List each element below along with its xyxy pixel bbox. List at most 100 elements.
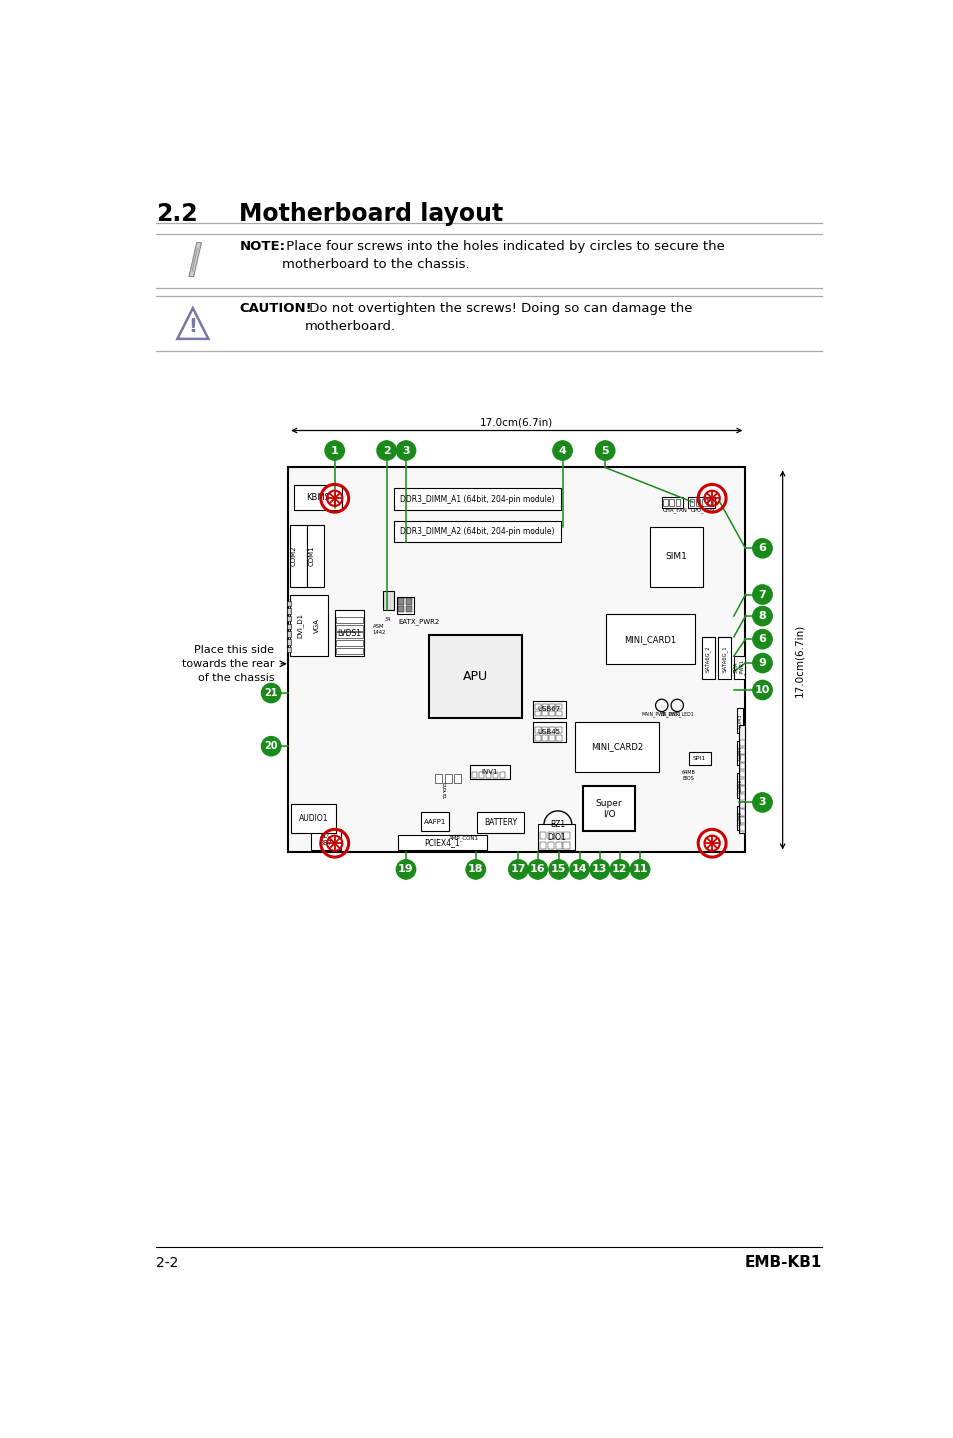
Bar	[291, 804, 335, 833]
Text: CHA_FAN: CHA_FAN	[661, 508, 687, 513]
Bar	[740, 755, 744, 762]
Text: USB45: USB45	[537, 729, 560, 735]
Circle shape	[528, 860, 547, 879]
Text: 6: 6	[758, 634, 765, 644]
Bar	[649, 526, 702, 587]
Text: 9: 9	[758, 659, 765, 669]
Text: SPI1: SPI1	[693, 756, 705, 761]
Text: 17.0cm(6.7in): 17.0cm(6.7in)	[479, 417, 553, 427]
Bar	[286, 624, 291, 630]
Text: APU: APU	[463, 670, 488, 683]
Text: 4: 4	[558, 446, 566, 456]
Bar	[382, 591, 394, 610]
Circle shape	[325, 441, 344, 460]
Text: 8: 8	[758, 611, 765, 621]
Text: 2.2: 2.2	[155, 201, 197, 226]
Text: SATA
_PWR1: SATA _PWR1	[733, 660, 744, 676]
Bar	[421, 812, 448, 831]
Bar	[499, 772, 505, 778]
Circle shape	[590, 860, 609, 879]
Text: ALC
887: ALC 887	[319, 833, 333, 846]
Text: USB67: USB67	[537, 706, 560, 712]
Bar	[394, 521, 560, 542]
Text: DDR3_DIMM_A2 (64bit, 204-pin module): DDR3_DIMM_A2 (64bit, 204-pin module)	[399, 526, 554, 536]
Bar	[575, 722, 658, 772]
Bar	[539, 833, 546, 840]
Text: 3: 3	[758, 798, 765, 807]
Bar	[542, 703, 547, 709]
Bar	[397, 598, 404, 604]
Bar	[286, 647, 291, 653]
Bar	[549, 710, 555, 716]
Bar	[736, 774, 742, 798]
Text: PCIEX4_1: PCIEX4_1	[424, 838, 459, 847]
Bar	[740, 825, 744, 831]
Text: DDR3_DIMM_A1 (64bit, 204-pin module): DDR3_DIMM_A1 (64bit, 204-pin module)	[399, 495, 554, 503]
Bar	[662, 499, 667, 506]
Circle shape	[610, 860, 629, 879]
Bar	[707, 499, 712, 506]
Text: Motherboard layout: Motherboard layout	[239, 201, 503, 226]
Bar	[533, 722, 565, 742]
Bar	[406, 598, 412, 604]
Text: COM2: COM2	[291, 546, 296, 567]
Circle shape	[395, 860, 416, 879]
Text: 21: 21	[264, 687, 277, 697]
Text: VGA: VGA	[314, 618, 319, 633]
Text: AMP_CON1: AMP_CON1	[449, 835, 478, 841]
Bar	[562, 833, 569, 840]
Bar	[542, 728, 547, 733]
Text: 5: 5	[600, 446, 608, 456]
Bar	[286, 615, 291, 621]
Circle shape	[752, 585, 771, 604]
Bar	[547, 833, 554, 840]
Text: 6: 6	[758, 544, 765, 554]
Bar	[701, 499, 706, 506]
Text: SATA6G_1: SATA6G_1	[720, 646, 726, 672]
Bar	[687, 496, 715, 508]
Bar	[542, 735, 547, 741]
Text: 18: 18	[468, 864, 483, 874]
Text: 20: 20	[264, 741, 277, 751]
Text: MINI_CARD1: MINI_CARD1	[623, 634, 676, 644]
Bar	[740, 748, 744, 754]
Text: 10: 10	[754, 684, 769, 695]
Bar	[335, 624, 362, 631]
Bar	[396, 597, 414, 614]
Text: ASM
1442: ASM 1442	[372, 624, 385, 634]
Text: Place this side
towards the rear
of the chassis: Place this side towards the rear of the …	[182, 644, 274, 683]
Bar	[286, 631, 291, 637]
Text: 15: 15	[551, 864, 566, 874]
Bar	[485, 772, 491, 778]
Circle shape	[752, 607, 771, 626]
Text: LVDS1: LVDS1	[337, 628, 361, 637]
Bar	[335, 640, 362, 646]
Bar	[311, 828, 340, 850]
Text: 13: 13	[592, 864, 607, 874]
Bar	[542, 710, 547, 716]
Text: DIO1: DIO1	[546, 833, 565, 841]
Bar	[740, 764, 744, 769]
Text: 17.0cm(6.7in): 17.0cm(6.7in)	[794, 623, 804, 696]
Text: 14: 14	[571, 864, 587, 874]
Bar	[435, 774, 442, 784]
Text: Super
I/O: Super I/O	[595, 800, 621, 818]
Bar	[537, 824, 575, 850]
Bar	[669, 499, 674, 506]
Text: KBMS: KBMS	[305, 493, 329, 502]
Bar	[397, 835, 487, 850]
Circle shape	[261, 736, 280, 756]
Text: 12: 12	[612, 864, 627, 874]
Bar	[493, 772, 497, 778]
Text: 16: 16	[529, 864, 545, 874]
Bar	[476, 811, 523, 833]
Circle shape	[466, 860, 485, 879]
Bar	[335, 610, 364, 656]
Text: COM1: COM1	[308, 545, 314, 567]
Text: COM4: COM4	[737, 746, 741, 761]
Circle shape	[595, 441, 615, 460]
Circle shape	[752, 792, 771, 812]
Text: DVI_D1: DVI_D1	[296, 613, 303, 638]
Text: CPU_FAN: CPU_FAN	[691, 508, 715, 513]
Bar	[740, 741, 744, 746]
